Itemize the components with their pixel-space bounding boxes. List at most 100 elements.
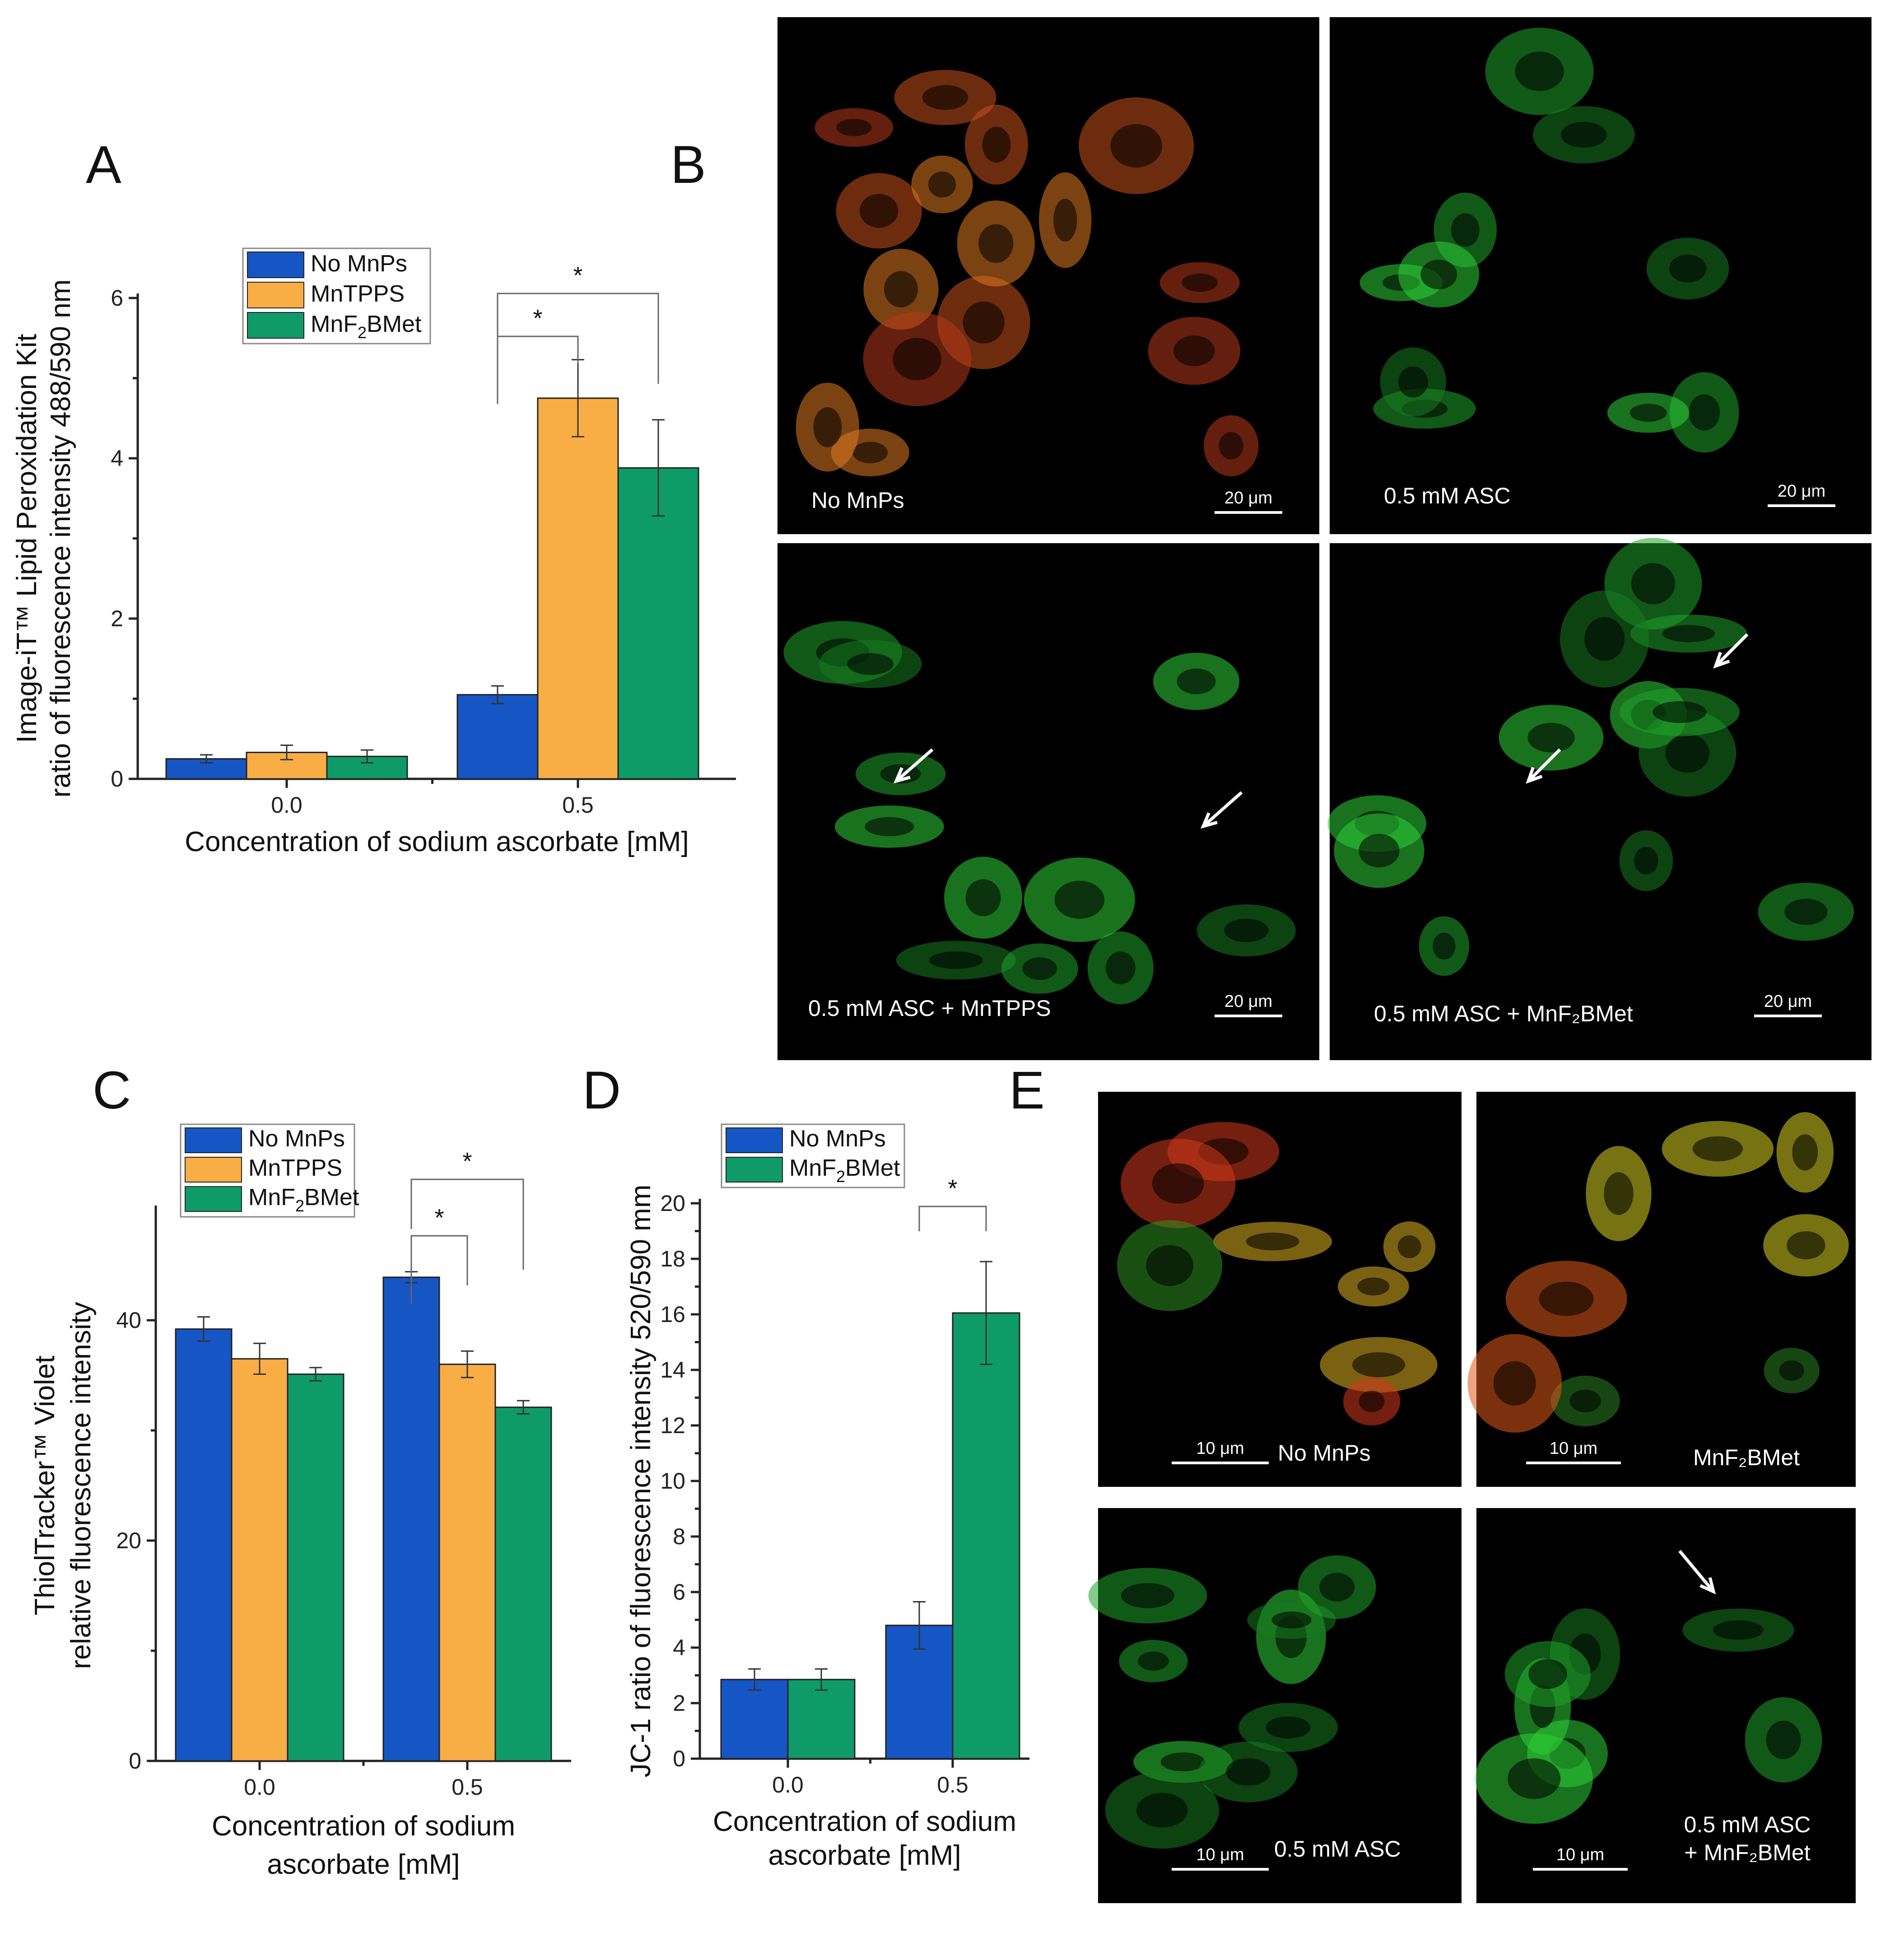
legend-label: MnTPPS xyxy=(248,1155,342,1181)
bar xyxy=(326,755,408,780)
bar xyxy=(537,397,619,780)
significance-star: * xyxy=(948,1175,957,1202)
legend-swatch xyxy=(247,251,304,278)
cell-nucleus xyxy=(1689,394,1720,431)
legend-swatch xyxy=(726,1127,783,1153)
y-tick-label: 0 xyxy=(111,766,123,792)
y-axis-title: Image-iT™ Lipid Peroxidation Kit xyxy=(11,334,42,743)
microscopy-image: 0.5 mM ASC + MnF₂BMet 10 μm xyxy=(1475,1508,1856,1903)
cell-nucleus xyxy=(1787,1231,1825,1260)
cell-nucleus xyxy=(928,171,956,198)
cell-nucleus xyxy=(1665,733,1709,773)
cell-nucleus xyxy=(1584,617,1625,661)
panel-letter-e: E xyxy=(1009,1061,1045,1120)
legend-swatch xyxy=(247,312,304,339)
x-axis-title: Concentration of sodium ascorbate [mM] xyxy=(185,826,689,857)
cell-nucleus xyxy=(1539,1281,1594,1316)
significance-bracket xyxy=(497,293,659,384)
cell-nucleus xyxy=(1146,1245,1194,1286)
cell-nucleus xyxy=(1398,366,1428,398)
y-tick-label: 8 xyxy=(673,1524,685,1549)
panel-letter-c: C xyxy=(93,1061,131,1120)
legend-label: MnF2BMet xyxy=(248,1184,359,1215)
cell-nucleus xyxy=(1784,899,1828,925)
cell-nucleus xyxy=(1319,1573,1355,1602)
arrow-head xyxy=(1526,767,1543,784)
legend-swatch xyxy=(185,1186,242,1212)
y-axis-title: JC-1 ratio of fluorescence intensity 520… xyxy=(625,1185,656,1778)
bar xyxy=(246,751,328,780)
cell-nucleus xyxy=(884,271,918,307)
arrow-head xyxy=(1713,652,1730,669)
y-tick-label: 10 xyxy=(660,1468,685,1494)
cell-nucleus xyxy=(1527,723,1575,753)
image-label: No MnPs xyxy=(1278,1440,1371,1466)
cell-nucleus xyxy=(1136,1793,1188,1828)
x-tick-label: 0.0 xyxy=(244,1774,275,1800)
bar xyxy=(617,467,699,780)
cell-nucleus xyxy=(836,119,872,136)
cell-nucleus xyxy=(1266,1716,1311,1739)
image-label: 0.5 mM ASC + MnF₂BMet xyxy=(1374,1001,1633,1026)
x-axis-title: ascorbate [mM] xyxy=(768,1840,961,1871)
legend-swatch xyxy=(185,1127,242,1153)
cell-nucleus xyxy=(1152,1163,1204,1204)
image-label: + MnF₂BMet xyxy=(1684,1840,1810,1865)
x-tick-label: 0.5 xyxy=(452,1774,483,1800)
y-tick-label: 0 xyxy=(673,1746,685,1771)
cell-nucleus xyxy=(893,338,942,381)
cell-nucleus xyxy=(922,85,968,110)
scale-bar-label: 20 μm xyxy=(1764,992,1812,1011)
cell-nucleus xyxy=(1177,668,1216,694)
legend-label: No MnPs xyxy=(248,1126,345,1152)
arrow-indicator xyxy=(1678,1550,1715,1593)
cell-nucleus xyxy=(1121,1583,1175,1608)
microscopy-panel-e: No MnPs 10 μm MnF₂BMet 10 μm 0.5 mM ASC 10 μm… xyxy=(1088,1092,1856,1903)
y-tick-label: 2 xyxy=(111,606,123,631)
legend-label: MnF2BMet xyxy=(311,311,422,342)
image-label: MnF₂BMet xyxy=(1693,1445,1800,1470)
arrow-head xyxy=(893,767,911,784)
cell-nucleus xyxy=(1271,1611,1312,1629)
cell-nucleus xyxy=(1634,847,1658,875)
significance-star: * xyxy=(533,305,542,332)
image-label: 0.5 mM ASC xyxy=(1384,483,1511,508)
y-axis-title: ratio of fluorescence intensity 488/590 … xyxy=(45,279,76,798)
cell-nucleus xyxy=(1713,1620,1764,1640)
cell-nucleus xyxy=(1053,198,1077,242)
bar xyxy=(231,1358,289,1762)
arrow-indicator xyxy=(895,748,934,782)
bar xyxy=(494,1406,552,1762)
chart-c: 0 20 40 0.0 0.5 * * No MnPs MnTPPS MnF2BMet ThiolT… xyxy=(29,1123,571,1880)
cell-nucleus xyxy=(1493,1361,1536,1406)
scale-bar-label: 20 μm xyxy=(1224,489,1272,508)
cell-nucleus xyxy=(1604,1172,1634,1215)
microscopy-image: No MnPs 20 μm xyxy=(777,17,1319,534)
x-tick-label: 0.0 xyxy=(271,792,303,818)
cell-nucleus xyxy=(852,442,888,463)
microscopy-image: No MnPs 10 μm xyxy=(1098,1092,1462,1487)
legend-label: MnF2BMet xyxy=(789,1155,900,1186)
cell-nucleus xyxy=(1357,1277,1390,1296)
bar xyxy=(787,1679,856,1760)
cell-nucleus xyxy=(1160,1752,1206,1771)
significance-bracket xyxy=(918,1206,987,1231)
cell-nucleus xyxy=(1182,273,1218,292)
cell-nucleus xyxy=(1792,1134,1818,1171)
y-tick-label: 20 xyxy=(116,1528,141,1553)
cell-nucleus xyxy=(1054,880,1105,919)
cell-nucleus xyxy=(1359,1391,1385,1412)
y-tick-label: 20 xyxy=(660,1191,685,1216)
x-axis-title: Concentration of sodium xyxy=(713,1806,1016,1837)
panel-letter-a: A xyxy=(86,135,121,195)
y-tick-label: 12 xyxy=(660,1413,685,1438)
image-label: 0.5 mM ASC + MnTPPS xyxy=(808,996,1051,1021)
y-tick-label: 18 xyxy=(660,1246,685,1271)
significance-bracket xyxy=(497,335,579,404)
x-axis-title: ascorbate [mM] xyxy=(267,1849,460,1880)
x-tick-label: 0.0 xyxy=(772,1772,804,1797)
legend-swatch xyxy=(247,282,304,308)
arrow-indicator xyxy=(1202,791,1243,828)
cell-nucleus xyxy=(1397,1235,1421,1258)
scale-bar-label: 10 μm xyxy=(1556,1845,1604,1864)
